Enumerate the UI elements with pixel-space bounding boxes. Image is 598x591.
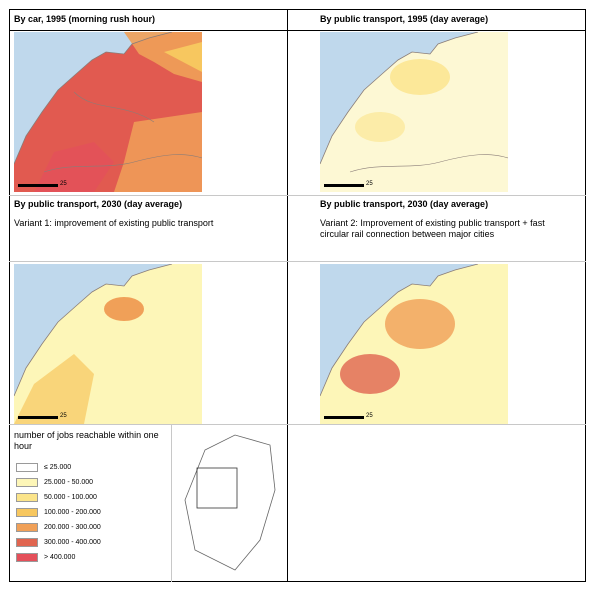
legend-label: 25.000 - 50.000 [44, 479, 94, 486]
panel-subtitle-v1: Variant 1: improvement of existing publi… [14, 218, 214, 228]
legend-swatch [16, 478, 38, 487]
grid-divider [9, 195, 586, 196]
panel-subtitle-v2: Variant 2: Improvement of existing publi… [320, 218, 545, 239]
legend-title: number of jobs reachable within one hour [14, 430, 159, 451]
legend-label: 200.000 - 300.000 [44, 524, 101, 531]
grid-divider [9, 424, 586, 425]
legend-swatch [16, 463, 38, 472]
legend-label: 300.000 - 400.000 [44, 539, 101, 546]
svg-text:25: 25 [366, 413, 373, 419]
panel-title-pt-2030-v1: By public transport, 2030 (day average) [14, 199, 183, 209]
netherlands-overview-map [184, 434, 276, 571]
legend-swatch [16, 523, 38, 532]
map-pt-2030-v2: 25 [320, 264, 508, 424]
svg-text:25: 25 [366, 181, 373, 187]
legend-label: ≤ 25.000 [44, 464, 72, 471]
legend-swatch [16, 508, 38, 517]
study-area-box [196, 467, 238, 509]
grid-divider [9, 261, 586, 262]
legend-label: > 400.000 [44, 554, 76, 561]
legend-swatch [16, 493, 38, 502]
panel-title-pt-2030-v2: By public transport, 2030 (day average) [320, 199, 489, 209]
panel-title-car-1995: By car, 1995 (morning rush hour) [14, 14, 156, 24]
legend-swatch [16, 553, 38, 562]
svg-text:25: 25 [60, 413, 67, 419]
grid-divider [171, 425, 172, 582]
scale-bar-label: 25 [60, 181, 67, 187]
layout-frame [9, 9, 586, 582]
grid-divider [9, 30, 586, 31]
legend-swatch [16, 538, 38, 547]
grid-divider [287, 9, 288, 582]
legend-label: 50.000 - 100.000 [44, 494, 97, 501]
legend-label: 100.000 - 200.000 [44, 509, 101, 516]
map-car-1995: 25 [14, 32, 202, 192]
map-pt-1995: 25 [320, 32, 508, 192]
map-pt-2030-v1: 25 [14, 264, 202, 424]
panel-title-pt-1995: By public transport, 1995 (day average) [320, 14, 489, 24]
